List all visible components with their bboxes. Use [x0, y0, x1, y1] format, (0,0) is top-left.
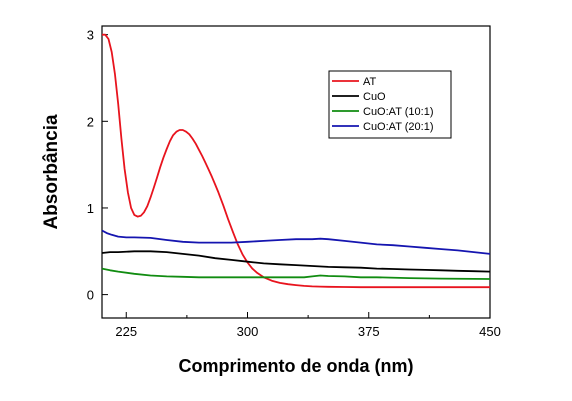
- x-axis-label: Comprimento de onda (nm): [179, 356, 414, 376]
- series-line: [101, 229, 491, 255]
- x-tick-label: 375: [358, 324, 380, 339]
- x-tick-label: 225: [115, 324, 137, 339]
- y-tick-label: 3: [87, 28, 94, 43]
- axis-ticks: 225 300 375 450 0 1 2 3: [87, 28, 501, 339]
- legend: AT CuO CuO:AT (10:1) CuO:AT (20:1): [328, 70, 452, 139]
- series-line: [101, 267, 491, 280]
- series-lines: [101, 33, 491, 289]
- x-tick-label: 300: [237, 324, 259, 339]
- series-line: [101, 250, 491, 273]
- plot-area: [101, 25, 491, 319]
- legend-entry: CuO:AT (20:1): [363, 121, 434, 133]
- y-tick-label: 1: [87, 201, 94, 216]
- legend-entry: CuO: [363, 91, 386, 103]
- y-axis-label: Absorbância: [41, 114, 62, 230]
- y-tick-label: 2: [87, 114, 94, 129]
- series-line: [102, 33, 490, 289]
- legend-entry: AT: [363, 76, 377, 88]
- legend-entry: CuO:AT (10:1): [363, 106, 434, 118]
- y-tick-label: 0: [87, 288, 94, 303]
- x-tick-label: 450: [479, 324, 501, 339]
